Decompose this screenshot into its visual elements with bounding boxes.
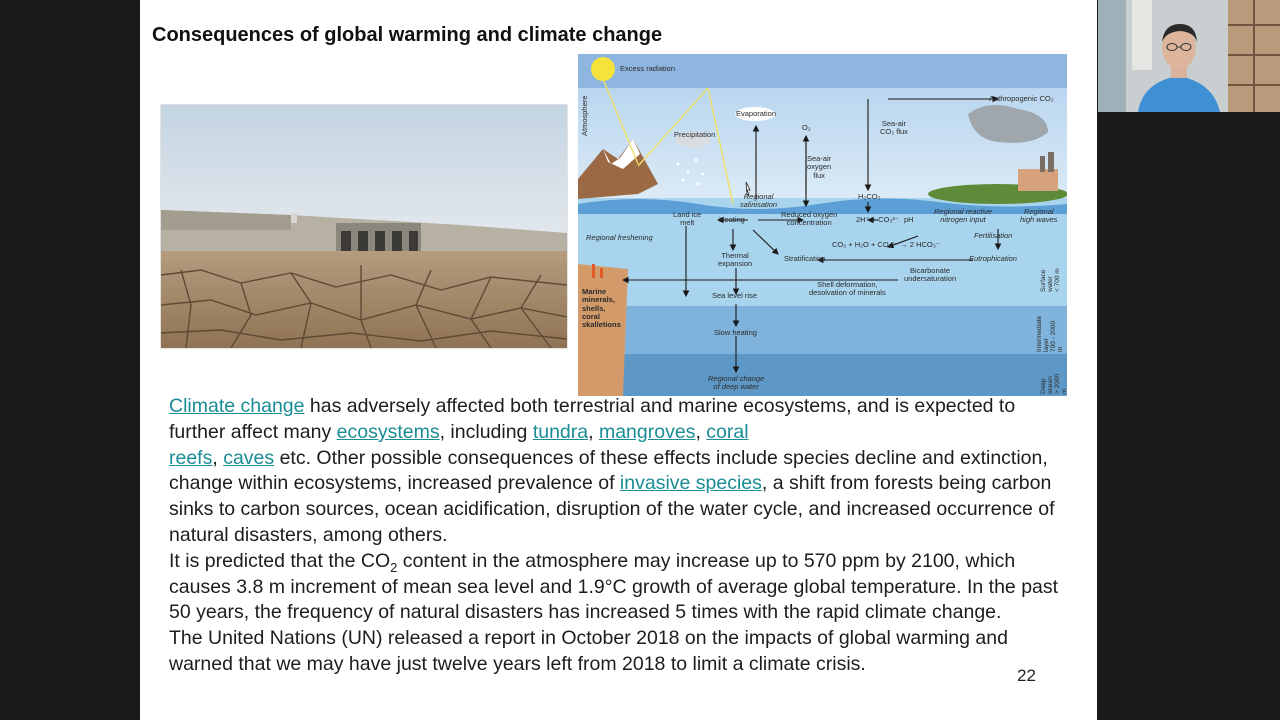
label-anthropogenic-co2: Anthropogenic CO₂ — [989, 94, 1054, 103]
label-evaporation: Evaporation — [736, 109, 777, 118]
text-segment: content in the atmosphere may increase u… — [169, 549, 1059, 624]
label-marine-minerals: Marine minerals, shells, coral skalletio… — [582, 287, 621, 329]
presentation-slide: Consequences of global warming and clima… — [140, 0, 1097, 720]
text-segment: , — [212, 446, 224, 469]
label-surface-water: Surface water < 700 m — [1040, 268, 1062, 292]
text-segment: The United Nations (UN) released a repor… — [169, 627, 1008, 675]
label-atmosphere: Atmosphere — [580, 95, 589, 136]
label-deep-ocean: Deep ocean > 2000 m — [1040, 373, 1067, 394]
link-coral-reefs-cont[interactable]: reefs — [169, 446, 213, 469]
text-segment: It is predicted that the CO — [169, 549, 391, 572]
paragraph-consequences: Climate change has adversely affected bo… — [169, 394, 1064, 549]
label-heating: Heating — [719, 215, 745, 224]
link-tundra[interactable]: tundra — [532, 420, 589, 443]
text-segment: , — [588, 420, 599, 443]
label-sea-air-co2-flux: Sea-air CO₂ flux — [880, 119, 908, 137]
slide-body-text: Climate change has adversely affected bo… — [169, 394, 1064, 678]
link-invasive-species[interactable]: invasive species — [619, 472, 762, 495]
label-h2co3: H₂CO₃ — [858, 192, 881, 201]
link-ecosystems[interactable]: ecosystems — [336, 420, 440, 443]
co2-subscript: 2 — [390, 559, 398, 575]
text-segment: etc. Other possible consequences of thes… — [169, 446, 1048, 495]
paragraph-prediction: It is predicted that the CO2 content in … — [169, 549, 1064, 626]
text-segment: has adversely affected both terrestrial … — [169, 395, 1016, 443]
presenter-webcam-video[interactable] — [1098, 0, 1280, 112]
label-carbonate-eq: 2H⁺ + CO₃²⁻ — [856, 215, 899, 224]
label-stratification: Stratification — [784, 254, 826, 263]
text-segment: , a shift from forests being carbon sink… — [169, 472, 1055, 546]
label-reduced-oxygen: Reduced oxygen concentration — [781, 210, 838, 228]
label-land-ice-melt: Land ice melt — [673, 210, 702, 228]
slide-title: Consequences of global warming and clima… — [152, 24, 663, 46]
label-regional-high-waves: Regional high waves — [1020, 207, 1058, 225]
ocean-climate-diagram: Excess radiation Atmosphere Precipitatio… — [578, 54, 1067, 396]
label-co2-reaction: CO₂ + H₂O + CO₃²⁻ → 2 HCO₃⁻ — [832, 240, 940, 249]
label-o2: O₂ — [802, 123, 811, 132]
page-number: 22 — [1017, 666, 1036, 685]
paragraph-un-report: The United Nations (UN) released a repor… — [169, 626, 1064, 678]
label-excess-radiation: Excess radiation — [620, 64, 676, 73]
label-regional-change-deep-water: Regional change of deep water — [708, 374, 765, 392]
link-coral-reefs[interactable]: coral — [706, 420, 749, 443]
label-shell-deformation: Shell deformation, desolvation of minera… — [809, 280, 886, 298]
label-ph: pH — [904, 215, 914, 224]
label-thermal-expansion: Thermal expansion — [718, 251, 753, 269]
label-sea-level-rise: Sea level rise — [712, 291, 758, 300]
dam-drought-photo — [160, 104, 568, 349]
label-regional-salinisation: Regional salinisation — [740, 192, 778, 210]
label-fertilisation: Fertilisation — [974, 231, 1013, 240]
text-segment: , — [695, 420, 707, 443]
text-segment: , including — [439, 420, 533, 443]
label-slow-heating: Slow heating — [714, 328, 757, 337]
label-bicarbonate: Bicarbonate undersaturation — [904, 266, 957, 284]
label-sea-air-oxygen-flux: Sea-air oxygen flux — [807, 154, 832, 180]
link-mangroves[interactable]: mangroves — [598, 420, 696, 443]
link-caves[interactable]: caves — [223, 446, 275, 469]
label-eutrophication: Eutrophication — [969, 254, 1017, 263]
label-regional-nitrogen: Regional reactive nitrogen input — [934, 207, 992, 225]
label-regional-freshening: Regional freshening — [586, 233, 653, 242]
link-climate-change[interactable]: Climate change — [169, 395, 305, 417]
label-precipitation: Precipitation — [674, 130, 716, 139]
label-intermediate-layer: Intermediate layer 700 - 2000 m — [1036, 315, 1065, 352]
